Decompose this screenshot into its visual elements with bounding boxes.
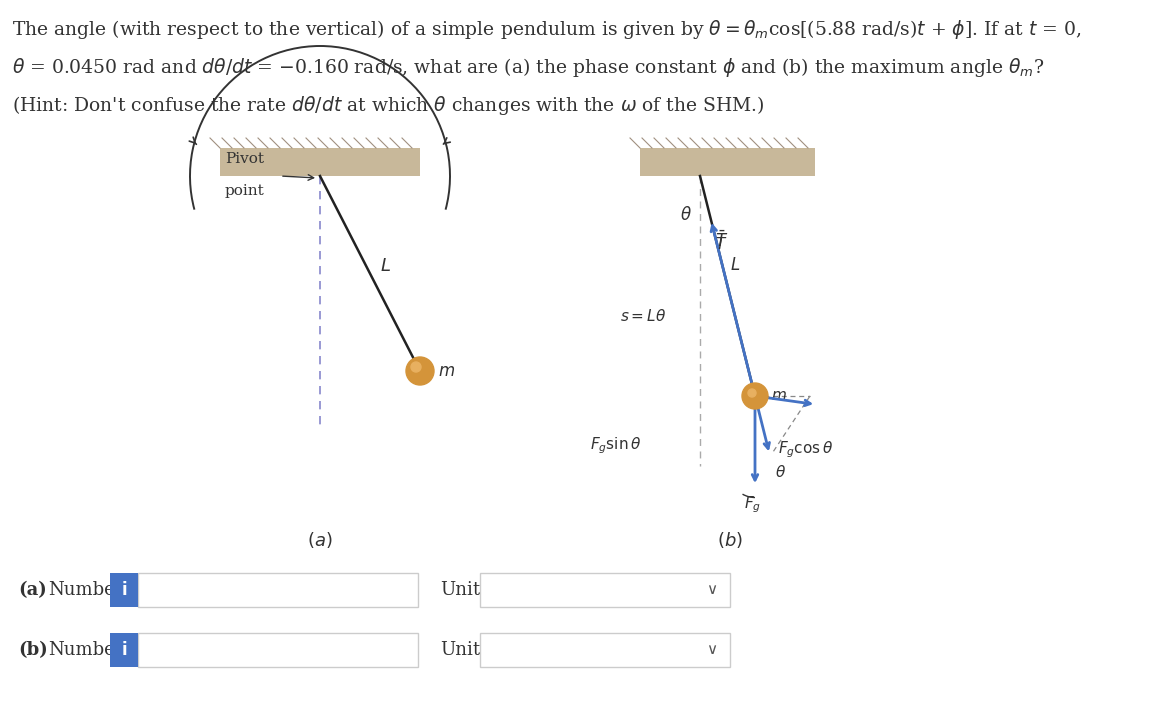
Text: point: point [225,184,264,198]
Text: (a): (a) [18,581,47,599]
Text: $(b)$: $(b)$ [718,530,743,550]
Text: $\theta$: $\theta$ [680,206,692,224]
Text: Unit: Unit [440,641,481,659]
Text: i: i [121,641,126,659]
Text: $\theta$: $\theta$ [775,464,787,480]
Text: ∨: ∨ [706,582,718,597]
Text: $L$: $L$ [730,258,741,275]
Text: Pivot: Pivot [225,152,264,166]
Text: $T$: $T$ [715,236,727,252]
Text: $F_g$: $F_g$ [744,494,761,515]
Circle shape [406,357,434,385]
FancyBboxPatch shape [641,148,815,176]
FancyBboxPatch shape [110,573,138,607]
Text: Unit: Unit [440,581,481,599]
Text: $\bar{T}$: $\bar{T}$ [715,231,728,251]
FancyBboxPatch shape [220,148,420,176]
Text: i: i [121,581,126,599]
Text: $F_g\cos\theta$: $F_g\cos\theta$ [777,439,833,460]
Text: The angle (with respect to the vertical) of a simple pendulum is given by $\thet: The angle (with respect to the vertical)… [12,18,1081,41]
FancyBboxPatch shape [480,633,730,667]
FancyBboxPatch shape [138,573,417,607]
Text: $\theta$ = 0.0450 rad and $d\theta/dt$ = $-$0.160 rad/s, what are (a) the phase : $\theta$ = 0.0450 rad and $d\theta/dt$ =… [12,56,1044,79]
Text: ∨: ∨ [706,642,718,657]
Text: (b): (b) [18,641,48,659]
Text: $(a)$: $(a)$ [307,530,332,550]
Text: Number: Number [48,581,123,599]
Text: $m$: $m$ [770,389,787,403]
FancyBboxPatch shape [138,633,417,667]
FancyBboxPatch shape [480,573,730,607]
Text: Number: Number [48,641,123,659]
Text: $m$: $m$ [438,362,455,380]
Circle shape [748,389,756,397]
Text: $L$: $L$ [380,257,391,275]
Text: (Hint: Don't confuse the rate $d\theta/dt$ at which $\theta$ changes with the $\: (Hint: Don't confuse the rate $d\theta/d… [12,94,765,117]
Circle shape [411,362,421,372]
Circle shape [742,383,768,409]
Text: $s = L\theta$: $s = L\theta$ [620,308,666,324]
Text: $F_g\sin\theta$: $F_g\sin\theta$ [590,436,642,456]
FancyBboxPatch shape [110,633,138,667]
